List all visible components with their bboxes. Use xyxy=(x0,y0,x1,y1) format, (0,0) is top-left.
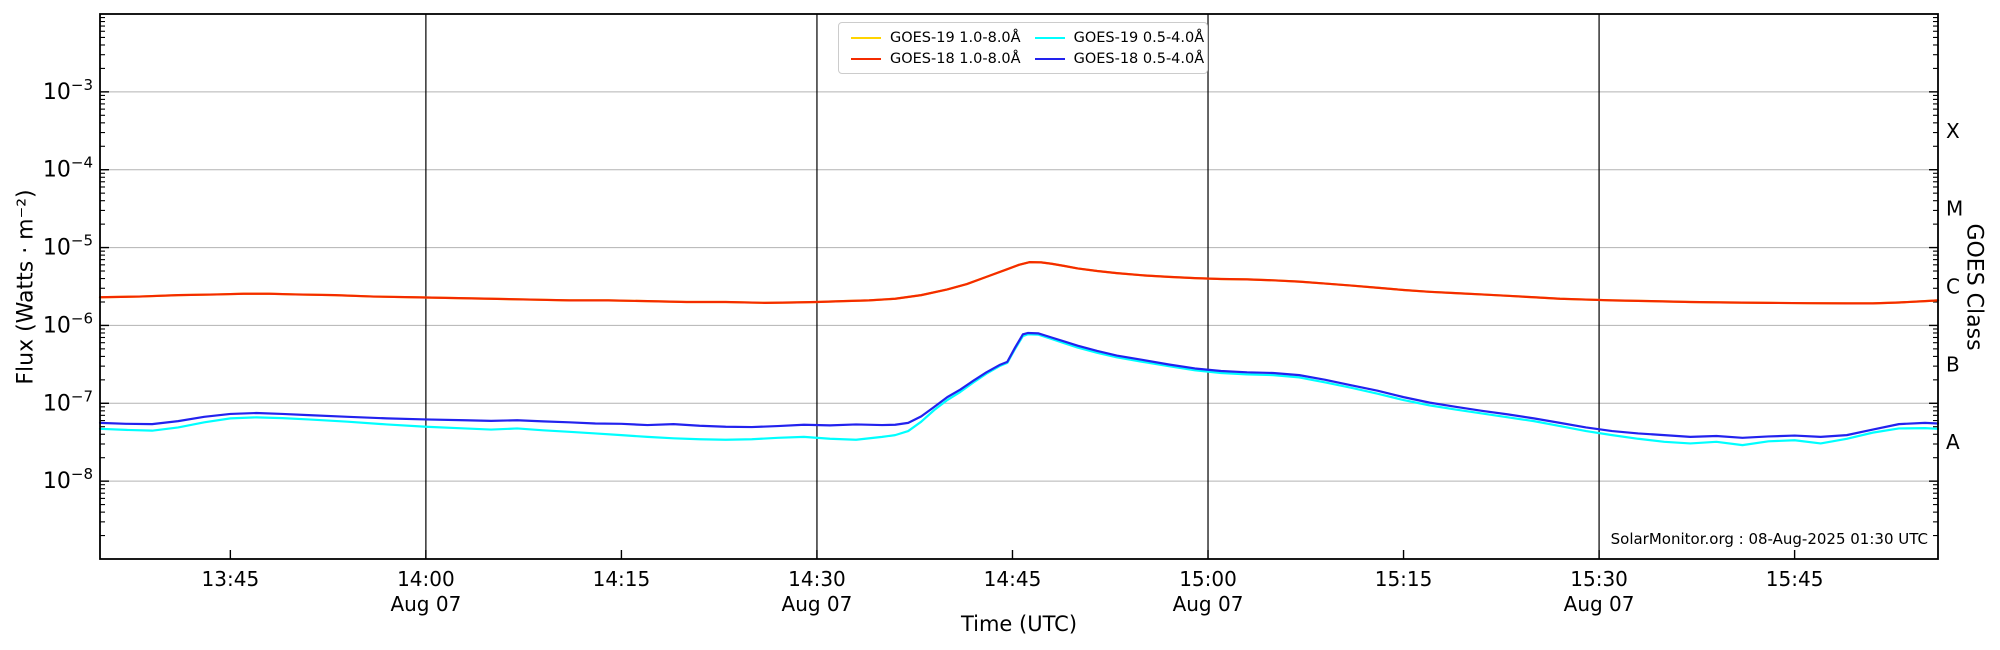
series-line-goes-19-0-5-4-0 xyxy=(98,333,1940,447)
x-tick-label: 14:15 xyxy=(593,567,651,591)
y-tick-label: 10−7 xyxy=(43,387,93,416)
goes-class-letter-x: X xyxy=(1946,119,1960,143)
series-line-goes-18-1-0-8-0 xyxy=(98,261,1940,305)
x-tick-label: 14:30 xyxy=(788,567,846,591)
x-tick-label: 15:45 xyxy=(1766,567,1824,591)
y-tick-label: 10−3 xyxy=(43,76,93,105)
legend-item-goes18-short: GOES-18 0.5-4.0Å xyxy=(1034,50,1205,67)
right-axis-label-goes-class: GOES Class xyxy=(1961,223,1987,351)
x-tick-label: 15:00 xyxy=(1179,567,1237,591)
series-line-goes-18-0-5-4-0 xyxy=(98,331,1940,439)
x-tick-date-label: Aug 07 xyxy=(1173,592,1244,616)
legend-line-sample-cyan-icon xyxy=(1034,36,1065,39)
goes-class-letter-a: A xyxy=(1946,430,1960,454)
y-tick-label: 10−8 xyxy=(43,465,93,494)
x-tick-label: 15:15 xyxy=(1375,567,1433,591)
legend-label: GOES-18 1.0-8.0Å xyxy=(890,50,1021,67)
legend-label: GOES-18 0.5-4.0Å xyxy=(1073,50,1205,67)
goes-class-letter-c: C xyxy=(1946,275,1960,299)
legend-item-goes19-short: GOES-19 0.5-4.0Å xyxy=(1034,29,1205,46)
watermark-solarmonitor: SolarMonitor.org : 08-Aug-2025 01:30 UTC xyxy=(1610,530,1928,548)
legend-line-sample-red-icon xyxy=(851,57,881,60)
legend-label: GOES-19 0.5-4.0Å xyxy=(1073,29,1205,46)
legend-item-goes18-long: GOES-18 1.0-8.0Å xyxy=(851,51,1021,67)
y-axis-label: Flux (Watts · m⁻²) xyxy=(13,189,39,385)
legend-item-goes19-long: GOES-19 1.0-8.0Å xyxy=(851,30,1021,46)
x-tick-label: 15:30 xyxy=(1570,567,1628,591)
x-tick-date-label: Aug 07 xyxy=(782,592,853,616)
y-tick-label: 10−5 xyxy=(43,232,93,261)
plot-border xyxy=(99,13,1939,560)
y-tick-label: 10−6 xyxy=(43,309,93,338)
legend: GOES-19 1.0-8.0Å GOES-19 0.5-4.0Å GOES-1… xyxy=(838,22,1208,74)
y-tick-label: 10−4 xyxy=(43,154,93,183)
x-tick-label: 14:00 xyxy=(397,567,455,591)
legend-line-sample-yellow-icon xyxy=(851,36,881,39)
goes-class-letter-m: M xyxy=(1946,197,1963,221)
goes-class-letter-b: B xyxy=(1946,352,1960,376)
x-axis-label: Time (UTC) xyxy=(960,612,1078,636)
legend-line-sample-blue-icon xyxy=(1034,57,1065,60)
x-tick-date-label: Aug 07 xyxy=(1564,592,1635,616)
x-tick-label: 13:45 xyxy=(202,567,260,591)
x-tick-label: 14:45 xyxy=(984,567,1042,591)
x-tick-date-label: Aug 07 xyxy=(390,592,461,616)
legend-label: GOES-19 1.0-8.0Å xyxy=(890,29,1021,46)
